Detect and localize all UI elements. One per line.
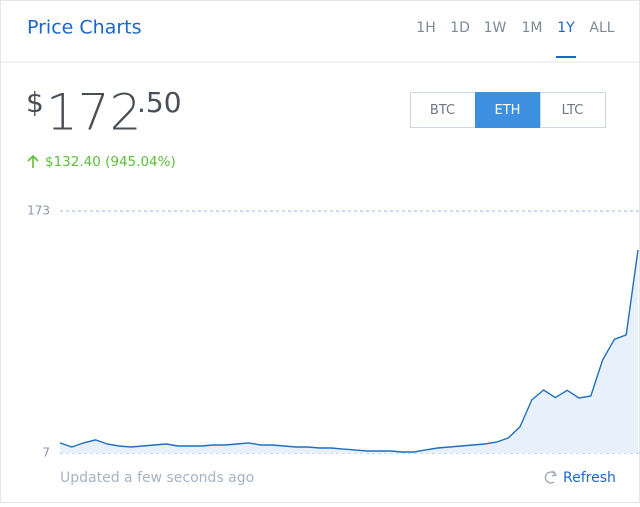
refresh-label[interactable]: Refresh xyxy=(563,470,616,486)
price-change: $132.40 (945.04%) xyxy=(45,154,176,170)
price-area xyxy=(60,249,638,453)
refresh-icon xyxy=(544,471,557,484)
price-currency: $ xyxy=(26,86,44,119)
currency-button[interactable] xyxy=(475,92,541,128)
price-fraction: .50 xyxy=(137,86,182,119)
currency-label[interactable]: BTC xyxy=(430,103,455,118)
time-tab[interactable]: 1D xyxy=(450,20,470,36)
time-tab[interactable]: 1M xyxy=(522,20,543,36)
price-line xyxy=(59,249,639,453)
time-tab[interactable]: 1W xyxy=(484,20,507,36)
active-tab-underline xyxy=(556,56,576,58)
currency-button[interactable] xyxy=(540,92,606,128)
y-tick-label: 173 xyxy=(27,204,50,218)
title: Price Charts xyxy=(27,17,142,39)
time-tab[interactable]: 1H xyxy=(416,20,435,36)
refresh-button[interactable]: Refresh xyxy=(544,470,616,486)
updated-status: Updated a few seconds ago xyxy=(60,470,254,486)
time-tab[interactable]: 1Y xyxy=(557,20,575,36)
currency-label[interactable]: ETH xyxy=(495,103,521,118)
up-arrow-icon xyxy=(27,154,39,168)
y-tick-label: 7 xyxy=(42,446,50,460)
currency-button[interactable] xyxy=(410,92,476,128)
time-tab[interactable]: ALL xyxy=(589,20,614,36)
currency-label[interactable]: LTC xyxy=(562,103,584,118)
price-whole: 172 xyxy=(46,84,141,142)
refresh-icon-arrow xyxy=(551,470,558,477)
